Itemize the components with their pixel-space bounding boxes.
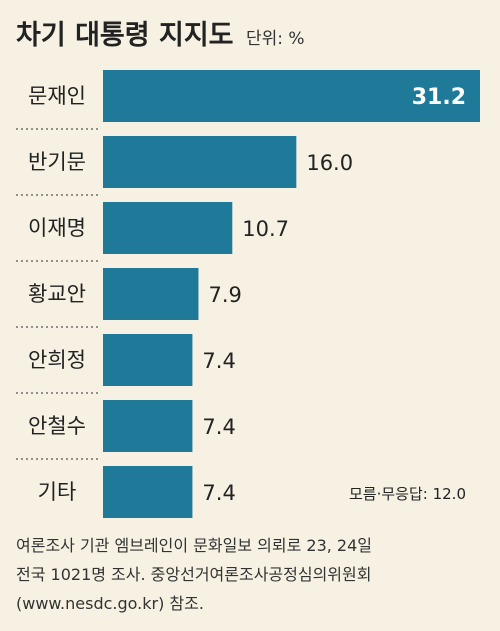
bar	[103, 268, 199, 320]
category-label: 문재인	[28, 84, 86, 108]
bar-row: 안철수 7.4	[16, 400, 236, 460]
bar-row: 기타 7.4	[38, 466, 236, 518]
value-label: 7.9	[208, 283, 241, 307]
value-label: 10.7	[242, 217, 289, 241]
category-label: 안희정	[28, 348, 86, 372]
bar-row: 안희정 7.4	[16, 334, 236, 394]
unit-label: 단위: %	[246, 29, 305, 49]
source-line-3: (www.nesdc.go.kr) 참조.	[16, 594, 204, 613]
source-line-1: 여론조사 기관 엠브레인이 문화일보 의뢰로 23, 24일	[16, 536, 372, 555]
value-label: 7.4	[202, 415, 235, 439]
value-label: 16.0	[306, 151, 353, 175]
bar	[103, 400, 193, 452]
chart-title: 차기 대통령 지지도	[16, 20, 234, 51]
bar	[103, 70, 480, 122]
source-note: 여론조사 기관 엠브레인이 문화일보 의뢰로 23, 24일 전국 1021명 …	[16, 536, 372, 613]
bar	[103, 136, 297, 188]
bar-row: 이재명 10.7	[16, 202, 289, 262]
bar	[103, 202, 233, 254]
bar-row: 반기문 16.0	[16, 136, 353, 196]
source-line-2: 전국 1021명 조사. 중앙선거여론조사공정심의위원회	[16, 565, 371, 584]
category-label: 기타	[38, 480, 77, 504]
category-label: 이재명	[28, 216, 86, 240]
bar	[103, 466, 193, 518]
category-label: 황교안	[28, 282, 86, 306]
category-label: 안철수	[28, 414, 86, 438]
bar-row: 문재인 31.2	[16, 70, 480, 130]
value-label: 7.4	[202, 481, 235, 505]
value-label: 7.4	[202, 349, 235, 373]
no-answer-note: 모름·무응답: 12.0	[349, 485, 466, 503]
bar-row: 황교안 7.9	[16, 268, 242, 328]
value-label: 31.2	[412, 85, 466, 110]
bar	[103, 334, 193, 386]
category-label: 반기문	[28, 150, 86, 174]
